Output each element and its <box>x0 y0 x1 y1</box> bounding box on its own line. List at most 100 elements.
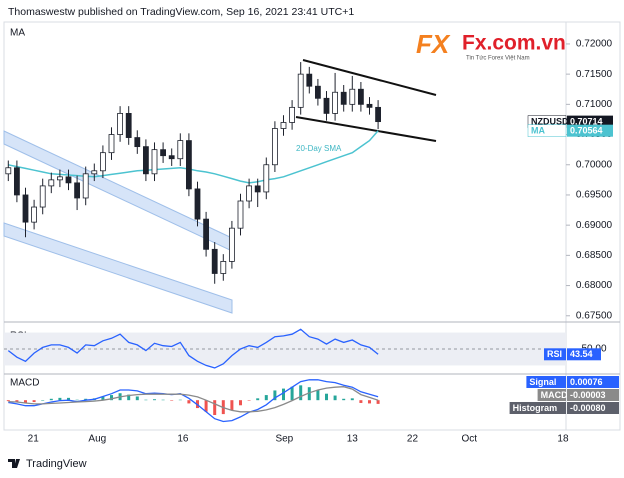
histogram-bar <box>178 399 182 401</box>
logo-mark: FX <box>416 29 451 59</box>
macd-line <box>8 379 379 423</box>
candle-body <box>349 88 356 105</box>
candle-body <box>254 185 261 193</box>
y-tick-label: 0.68000 <box>576 280 613 291</box>
legend-name-box <box>526 376 566 388</box>
histogram-bar <box>32 400 36 403</box>
histogram-bar <box>144 399 148 401</box>
candle-body <box>99 152 106 172</box>
y-tick-label: 0.69000 <box>576 220 613 231</box>
x-tick-label: 13 <box>347 434 359 445</box>
histogram-bar <box>15 400 19 403</box>
y-tick-label: 0.69500 <box>576 190 613 201</box>
macd-line <box>8 386 379 413</box>
candle-body <box>160 149 166 157</box>
candle-body <box>237 200 244 229</box>
rsi-value: 43.54 <box>570 349 593 359</box>
x-tick-label: 21 <box>28 434 40 445</box>
legend-name-box <box>537 389 566 401</box>
pane-title: MACD <box>10 378 39 389</box>
candle-body <box>13 167 20 196</box>
candle-body <box>117 113 123 135</box>
y-tick-label: 0.71000 <box>576 99 613 110</box>
trend-line <box>295 116 437 142</box>
histogram-bar <box>127 394 131 401</box>
histogram-bar <box>170 400 174 401</box>
legend-value-box <box>567 402 619 414</box>
trend-line <box>302 59 437 96</box>
x-tick-label: 16 <box>177 434 189 445</box>
legend-value: -0.00080 <box>570 403 606 413</box>
legend-name: MACD <box>541 390 568 400</box>
histogram-bar <box>101 396 105 401</box>
price-line-tick <box>527 124 567 137</box>
histogram-bar <box>58 397 62 401</box>
candle-body <box>194 188 201 220</box>
price-label-value: 0.70564 <box>570 126 603 136</box>
legend-value-box <box>567 389 619 401</box>
x-tick-label: Aug <box>88 434 106 445</box>
annotation: 20-Day SMA <box>296 144 342 153</box>
candle-body <box>203 218 209 250</box>
ma-line <box>8 130 379 184</box>
candle-body <box>151 149 158 175</box>
rsi-value-box <box>567 348 601 361</box>
candle-body <box>56 176 63 181</box>
histogram-bar <box>273 390 277 401</box>
histogram-bar <box>238 400 242 406</box>
footer: TradingView <box>26 458 87 470</box>
candle-body <box>65 176 72 184</box>
legend-name-box <box>509 402 566 414</box>
candle-body <box>375 106 381 123</box>
y-tick-label: 0.72000 <box>576 39 613 50</box>
rsi-name-box <box>544 348 566 361</box>
histogram-bar <box>247 400 251 401</box>
header: Thomaswestw published on TradingView.com… <box>8 6 354 18</box>
candle-body <box>271 128 278 166</box>
candle-body <box>297 73 304 108</box>
price-label-value-box <box>567 124 613 137</box>
channel-band <box>3 222 233 314</box>
histogram-bar <box>281 388 285 401</box>
candle-body <box>323 97 330 114</box>
pane-title: MA <box>10 28 25 39</box>
candle-body <box>142 146 149 175</box>
histogram-bar <box>75 399 79 401</box>
histogram-bar <box>350 398 354 401</box>
histogram-bar <box>230 400 234 411</box>
candle-body <box>357 88 364 105</box>
histogram-bar <box>367 400 371 404</box>
candle-body <box>5 167 12 175</box>
histogram-bar <box>6 400 10 402</box>
candle-body <box>211 248 218 274</box>
histogram-bar <box>213 400 217 416</box>
y-tick-label: 0.67500 <box>576 310 613 321</box>
candle-body <box>108 134 115 154</box>
price-label-value-box <box>567 115 613 128</box>
histogram-bar <box>324 393 328 401</box>
histogram-bar <box>333 395 337 401</box>
candle-body <box>220 261 227 274</box>
x-tick-label: Oct <box>461 434 477 445</box>
x-tick-label: 22 <box>407 434 419 445</box>
footer-logo <box>8 459 20 468</box>
candle-body <box>74 182 80 199</box>
histogram-bar <box>299 385 303 401</box>
histogram-bar <box>264 395 268 401</box>
legend-name: Histogram <box>513 403 558 413</box>
candle-body <box>177 140 184 160</box>
candle-body <box>82 173 89 199</box>
histogram-bar <box>256 398 260 401</box>
histogram-bar <box>49 398 53 401</box>
candle-body <box>366 103 373 108</box>
price-label-name: NZDUSD <box>531 116 569 126</box>
x-tick-label: 18 <box>557 434 569 445</box>
candle-body <box>280 122 287 129</box>
candle-body <box>289 106 295 123</box>
candle-body <box>168 155 175 160</box>
candle-body <box>185 140 192 190</box>
histogram-bar <box>66 397 70 401</box>
candle-body <box>340 91 347 105</box>
candle-body <box>91 170 98 175</box>
